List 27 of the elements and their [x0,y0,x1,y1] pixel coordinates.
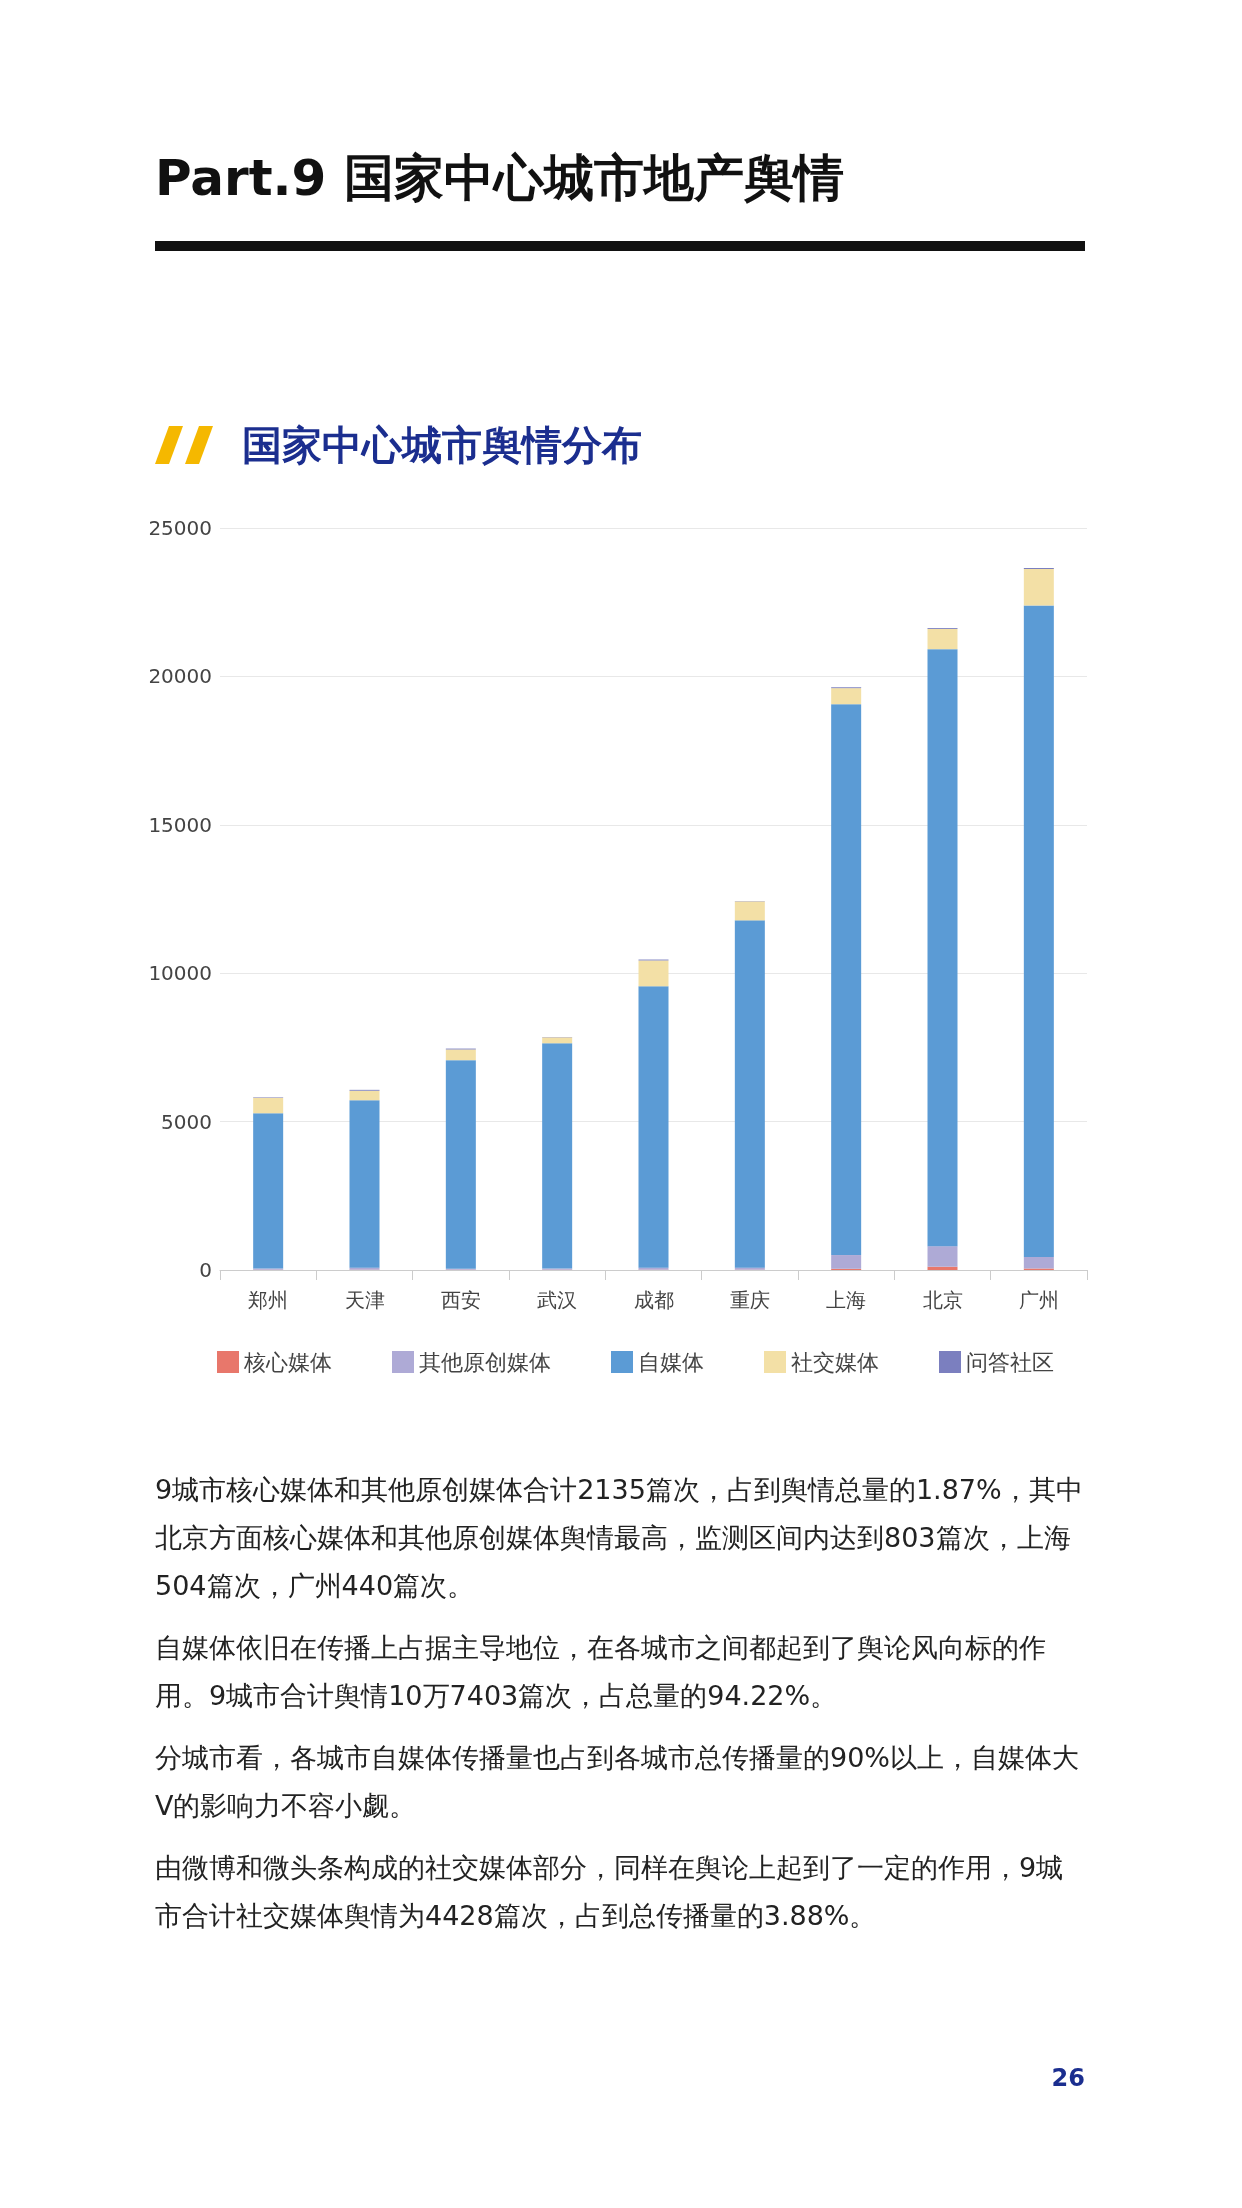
legend-label: 其他原创媒体 [419,1349,551,1375]
x-tick-label: 天津 [344,1288,385,1312]
x-tick-label: 郑州 [248,1288,289,1312]
text: 26 [1051,2064,1085,2092]
text: 9城市核心媒体和其他原创媒体合计2135篇次，占到舆情总量的1.87%，其中北京方面核心媒体和其他原创媒体舆情最高，监测区间内达到803篇次，上海504篇次，广州440篇次。 [155,1473,1084,1603]
x-tick-label: 北京 [922,1288,963,1312]
text: 自媒体依旧在传播上占据主导地位，在各城市之间都起到了舆论风向标的作用。9城市合计舆情10万7403篇次，占总量的94.22%。 [155,1631,1047,1713]
y-tick-label: 5000 [161,1109,212,1134]
legend-label: 问答社区 [966,1349,1054,1375]
x-tick-label: 武汉 [537,1288,578,1312]
legend-label: 核心媒体 [243,1349,332,1375]
legend-label: 社交媒体 [791,1349,879,1375]
text: 分城市看，各城市自媒体传播量也占到各城市总传播量的90%以上，自媒体大V的影响力不容小觑。 [155,1741,1080,1823]
y-tick-label: 25000 [148,516,212,540]
x-tick-label: 重庆 [729,1288,770,1312]
x-tick-label: 成都 [633,1288,674,1312]
text: 由微博和微头条构成的社交媒体部分，同样在舆论上起到了一定的作用，9城市合计社交媒体舆情为4428篇次，占到总传播量的3.88%。 [155,1851,1065,1933]
y-tick-label: 15000 [148,812,212,837]
x-tick-label: 西安 [440,1288,481,1312]
x-tick-label: 广州 [1018,1288,1059,1312]
y-tick-label: 0 [199,1258,212,1282]
chart-title: 国家中心城市舆情分布 [242,421,642,470]
legend-label: 自媒体 [638,1349,704,1375]
y-tick-label: 20000 [148,664,212,689]
x-tick-label: 上海 [826,1288,867,1312]
y-tick-label: 10000 [148,961,212,986]
text: Part.9 国家中心城市地产舆情 [155,148,844,209]
